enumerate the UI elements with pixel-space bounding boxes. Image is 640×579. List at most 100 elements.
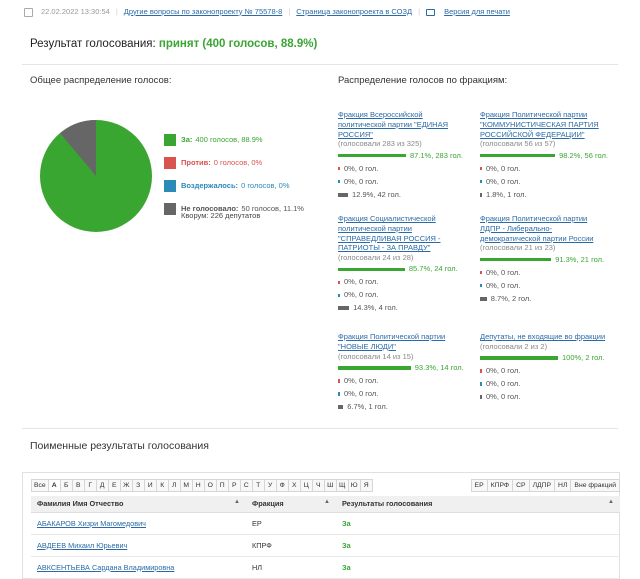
abstain-value: 0%, 0 гол. [344,388,379,398]
faction-against-row: 0%, 0 гол. [480,365,608,378]
legend-against: Против: 0 голосов, 0% [164,151,324,174]
col-name-header[interactable]: Фамилия Имя Отчество ▲ [31,496,246,513]
notvoted-value: 8.7%, 2 гол. [490,293,532,303]
faction-filter-button[interactable]: КПРФ [487,479,514,492]
za-bar [338,366,411,370]
letter-tab[interactable]: Ц [300,479,313,492]
against-bar [480,369,482,373]
legend-not-voted: Не голосовало: 50 голосов, 11.1% [164,197,324,220]
result-label: Результат голосования: [30,38,156,50]
za-value: 91.3%, 21 гол. [555,254,605,264]
faction-abstain-row: 0%, 0 гол. [338,289,466,302]
letter-tab[interactable]: Д [96,479,109,492]
faction-za-row: 98.2%, 56 гол. [480,149,608,162]
za-bar [338,153,406,158]
letter-tab[interactable]: Ч [312,479,325,492]
faction-name-link[interactable]: Фракция Политической партии "НОВЫЕ ЛЮДИ" [338,332,446,351]
faction-filter-button[interactable]: СР [513,479,530,492]
faction-za-row: 100%, 2 гол. [480,352,608,365]
faction-against-row: 0%, 0 гол. [338,374,466,387]
faction-notvoted-row: 1.8%, 1 гол. [480,188,608,201]
letter-tab[interactable]: К [156,479,169,492]
letter-tab[interactable]: П [216,479,229,492]
letter-tab[interactable]: И [144,479,157,492]
against-bar [338,379,340,383]
letter-tab[interactable]: Все [31,479,49,492]
letter-tab[interactable]: Ю [348,479,361,492]
named-results-table: Фамилия Имя Отчество ▲ Фракция ▲ Результат… [31,496,620,579]
letter-tab[interactable]: С [240,479,253,492]
other-questions-link[interactable]: Другие вопросы по законопроекту № 75578-… [123,6,283,16]
deputy-name-link[interactable]: АВКСЕНТЬЕВА Сардана Владимировна [31,556,246,579]
notvoted-value: 14.3%, 4 гол. [353,303,398,313]
bill-page-link[interactable]: Страница законопроекта в СОЗД [296,6,413,16]
overall-title: Общее распределение голосов: [30,75,172,86]
faction-voted-count: (голосовали 2 из 2) [480,341,548,351]
faction-name-link[interactable]: Фракция Социалистической политической па… [338,214,441,253]
abstain-bar [338,392,340,396]
deputy-result: За [336,534,620,557]
letter-tab[interactable]: Ф [276,479,289,492]
letter-tab[interactable]: Ш [324,479,337,492]
abstain-bar [338,293,340,297]
col-result-header[interactable]: Результаты голосования ▲ [336,496,620,513]
print-version-link[interactable]: Версия для печати [444,6,510,16]
letter-tab[interactable]: У [264,479,277,492]
faction-block: Фракция Политической партии "НОВЫЕ ЛЮДИ"… [338,332,466,413]
faction-name-link[interactable]: Фракция Всероссийской политической парти… [338,110,449,139]
letter-tab[interactable]: Х [288,479,301,492]
deputy-faction: НЛ [246,556,336,579]
faction-filter-button[interactable]: ЛДПР [529,479,556,492]
named-results-title: Поименные результаты голосования [30,440,209,452]
letter-tab[interactable]: М [180,479,193,492]
abstain-bar [338,179,340,184]
faction-abstain-row: 0%, 0 гол. [480,175,608,188]
faction-voted-count: (голосовали 21 из 23) [480,243,556,253]
deputy-name-link[interactable]: АБАКАРОВ Хизри Магомедович [31,512,246,535]
letter-tab[interactable]: Е [108,479,121,492]
faction-against-row: 0%, 0 гол. [338,276,466,289]
faction-filter-button[interactable]: НЛ [555,479,572,492]
letter-tab[interactable]: О [204,479,217,492]
letter-tab[interactable]: Л [168,479,181,492]
faction-block: Фракция Политической партии ЛДПР - Либер… [480,214,608,305]
za-value: 100%, 2 гол. [562,353,605,363]
letter-tab[interactable]: Б [60,479,73,492]
letter-tab[interactable]: В [72,479,85,492]
legend-za: За: 400 голосов, 88.9% [164,128,324,151]
notvoted-value: 0%, 0 гол. [486,392,521,402]
divider [22,428,618,429]
za-value: 87.1%, 283 гол. [409,150,464,160]
abstain-bar [480,283,482,288]
legend-label: Против: [181,158,211,167]
deputy-name-link[interactable]: АВДЕЕВ Михаил Юрьевич [31,534,246,557]
faction-filter: ЕР КПРФ СР ЛДПР НЛ Вне фракций [470,479,620,492]
faction-voted-count: (голосовали 56 из 57) [480,139,556,149]
against-bar [338,166,340,171]
letter-tab[interactable]: Т [252,479,265,492]
letter-tab[interactable]: Я [360,479,373,492]
za-bar [480,257,552,262]
print-icon[interactable] [426,8,436,16]
notvoted-value: 1.8%, 1 гол. [486,189,527,199]
pie-slice-not-voted [60,120,96,176]
faction-filter-button[interactable]: ЕР [470,479,488,492]
letter-tab[interactable]: Г [84,479,97,492]
letter-tab[interactable]: З [132,479,145,492]
letter-tab[interactable]: Н [192,479,205,492]
notvoted-bar [480,192,482,197]
letter-tab[interactable]: Щ [336,479,349,492]
divider [22,64,618,65]
faction-name-link[interactable]: Фракция Политической партии "КОММУНИСТИЧ… [480,110,599,139]
faction-filter-button[interactable]: Вне фракций [571,479,620,492]
faction-block: Депутаты, не входящие во фракции (голосо… [480,332,608,404]
letter-tab[interactable]: Р [228,479,241,492]
abstain-value: 0%, 0 гол. [486,280,521,290]
faction-name-link[interactable]: Депутаты, не входящие во фракции [480,332,606,341]
notvoted-bar [338,404,344,409]
abstain-value: 0%, 0 гол. [344,290,379,300]
letter-tab[interactable]: Ж [120,479,133,492]
faction-name-link[interactable]: Фракция Политической партии ЛДПР - Либер… [480,214,594,243]
letter-tab[interactable]: А [48,479,61,492]
col-faction-header[interactable]: Фракция ▲ [246,496,336,513]
